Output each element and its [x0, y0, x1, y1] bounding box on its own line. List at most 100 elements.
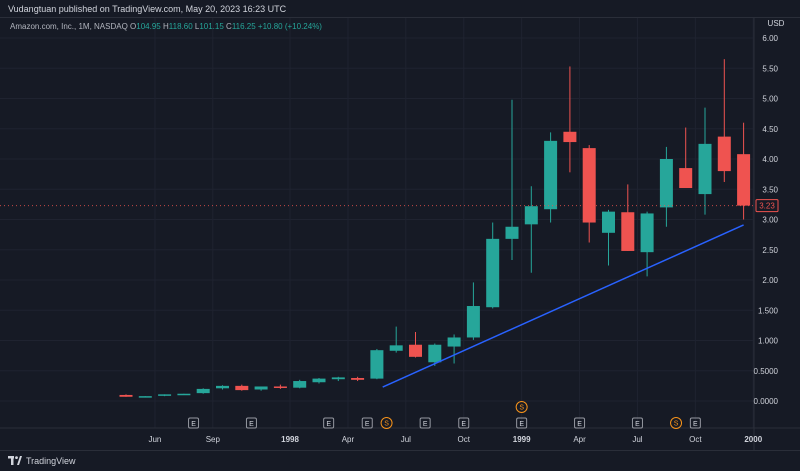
- y-tick-label: 4.50: [762, 125, 778, 134]
- publication-header: Vudangtuan published on TradingView.com,…: [0, 0, 800, 18]
- candle-up: [389, 326, 403, 353]
- low-value: 101.15: [199, 22, 224, 31]
- candle-body: [602, 211, 615, 233]
- candle-body: [524, 206, 538, 225]
- candle-down: [273, 384, 287, 389]
- high-label: H: [162, 22, 169, 31]
- candle-up: [216, 385, 229, 390]
- price-chart[interactable]: USD 6.00 5.50 5.00 4.50 4.00 3.50 3.00 2.50 2.00 1…: [0, 18, 800, 450]
- footer: TradingView: [0, 450, 800, 470]
- earnings-marker-box: [245, 417, 257, 429]
- x-tick-label: Apr: [573, 435, 586, 444]
- y-tick-label: 2.50: [762, 246, 778, 255]
- y-tick-label: 0.0000: [754, 397, 779, 406]
- y-tick-label: 3.00: [762, 216, 778, 225]
- candle-down: [351, 376, 365, 382]
- candle-up: [698, 107, 712, 215]
- earnings-marker-icon: E: [188, 417, 200, 429]
- candle-body: [138, 396, 152, 398]
- earnings-marker-box: [323, 417, 335, 429]
- earnings-marker-icon: E: [323, 417, 335, 429]
- earnings-marker-label: E: [577, 421, 582, 428]
- candles: [119, 59, 751, 398]
- earnings-marker-label: E: [423, 421, 428, 428]
- candle-up: [428, 343, 442, 366]
- candle-body: [235, 385, 249, 391]
- earnings-marker-box: [574, 417, 586, 429]
- candle-down: [409, 332, 422, 358]
- candle-body: [544, 140, 558, 210]
- candle-body: [563, 131, 577, 143]
- x-tick-label: Jul: [401, 435, 411, 444]
- candle-body: [158, 394, 172, 396]
- publication-text: Vudangtuan published on TradingView.com,…: [8, 4, 287, 14]
- earnings-marker-label: E: [693, 421, 698, 428]
- x-tick-label: Oct: [689, 435, 702, 444]
- candle-body: [312, 378, 326, 383]
- earnings-marker-box: [458, 417, 470, 429]
- earnings-marker-icon: E: [361, 417, 373, 429]
- candle-body: [254, 386, 268, 390]
- candle-up: [331, 376, 345, 382]
- candle-body: [273, 386, 287, 388]
- earnings-marker-label: E: [365, 421, 370, 428]
- earnings-marker-label: E: [326, 421, 331, 428]
- candle-body: [582, 148, 596, 223]
- candle-body: [293, 381, 307, 388]
- change-value: +10.80 (+10.24%): [257, 22, 322, 31]
- candle-body: [177, 393, 191, 396]
- candle-up: [312, 378, 326, 384]
- earnings-marker-icon: E: [574, 417, 586, 429]
- candle-body: [505, 226, 519, 239]
- currency-label: USD: [768, 19, 785, 28]
- candle-body: [737, 154, 751, 206]
- y-tick-label: 2.00: [762, 276, 778, 285]
- split-marker-circle: [380, 417, 393, 429]
- candle-body: [428, 344, 442, 363]
- x-tick-label: 1998: [281, 435, 299, 444]
- symbol-name: Amazon.com, Inc., 1M, NASDAQ: [10, 22, 128, 31]
- y-tick-label: 4.00: [762, 155, 778, 164]
- candle-body: [466, 306, 480, 338]
- chart-area[interactable]: USD 6.00 5.50 5.00 4.50 4.00 3.50 3.00 2.50 2.00 1…: [0, 18, 800, 450]
- candle-body: [447, 337, 461, 347]
- candle-up: [602, 209, 615, 266]
- y-tick-label: 1.500: [758, 306, 779, 315]
- close-label: C: [226, 22, 232, 31]
- candle-down: [119, 394, 133, 397]
- candle-body: [351, 378, 365, 380]
- earnings-marker-icon: E: [689, 417, 701, 429]
- y-tick-label: 1.000: [758, 337, 779, 346]
- earnings-marker-box: [631, 417, 643, 429]
- candle-body: [331, 377, 345, 380]
- earnings-marker-box: [516, 417, 528, 429]
- candle-up: [544, 132, 558, 223]
- split-marker-label: S: [384, 421, 389, 428]
- split-marker-icon: S: [380, 417, 393, 429]
- candle-down: [679, 127, 693, 189]
- earnings-marker-icon: E: [419, 417, 431, 429]
- split-marker-icon: S: [515, 401, 528, 413]
- last-price-badge: [755, 199, 779, 213]
- earnings-marker-icon: E: [516, 417, 528, 429]
- earnings-marker-label: E: [249, 421, 254, 428]
- candle-down: [235, 384, 249, 391]
- y-tick-label: 5.00: [762, 95, 778, 104]
- earnings-marker-label: E: [191, 421, 196, 428]
- x-tick-label: Jun: [148, 435, 161, 444]
- candle-down: [737, 122, 751, 220]
- brand-name: TradingView: [26, 456, 76, 466]
- candle-up: [640, 211, 654, 277]
- split-marker-icon: S: [670, 417, 683, 429]
- tradingview-logo-icon: [8, 456, 22, 466]
- candle-down: [582, 145, 596, 243]
- last-price-label: 3.23: [759, 202, 775, 211]
- candle-body: [196, 388, 210, 394]
- grid-lines: [0, 18, 754, 428]
- candle-body: [659, 159, 673, 208]
- trendline: [382, 224, 744, 388]
- x-tick-label: Apr: [342, 435, 355, 444]
- candle-up: [177, 393, 191, 396]
- candle-up: [370, 348, 384, 380]
- candle-body: [621, 212, 635, 251]
